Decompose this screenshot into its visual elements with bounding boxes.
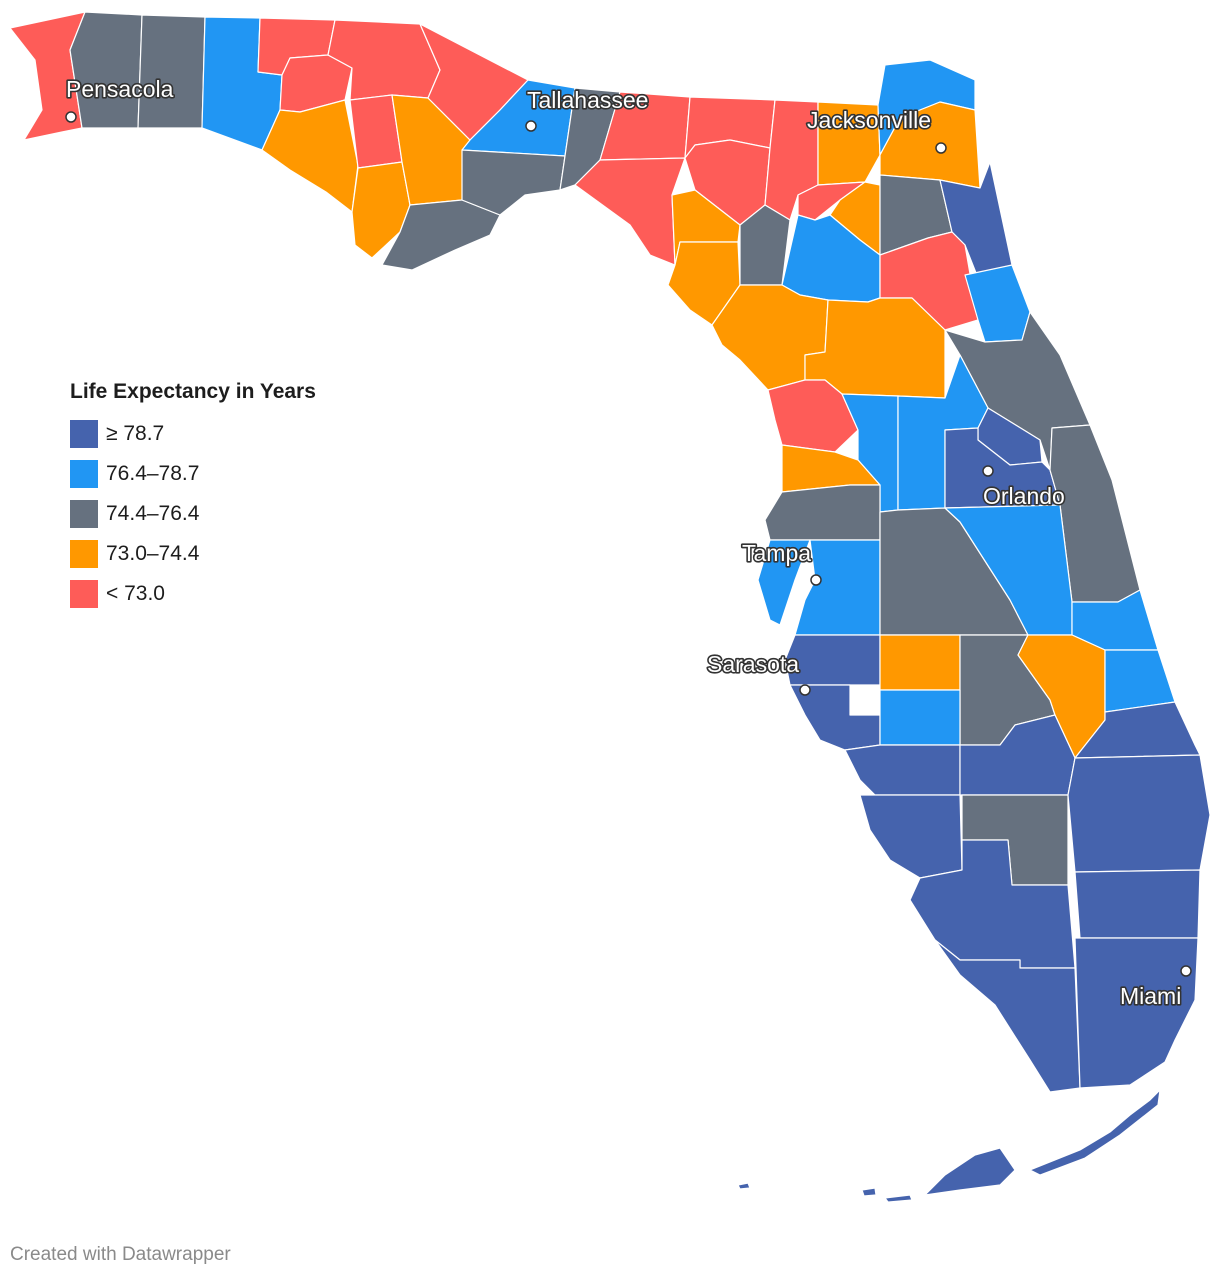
county-broward[interactable] [1074, 869, 1201, 939]
county-desoto[interactable] [879, 689, 961, 746]
county-hardee[interactable] [879, 634, 961, 691]
county-pasco[interactable] [764, 484, 881, 541]
city-label-pensacola: Pensacola [66, 76, 174, 102]
county-miami-dade[interactable] [1074, 937, 1199, 1089]
county-taylor[interactable] [574, 157, 686, 266]
city-marker-tallahassee [525, 120, 537, 132]
city-label-miami: Miami [1120, 983, 1181, 1009]
legend-label: 76.4–78.7 [106, 462, 200, 485]
legend-swatch [70, 540, 98, 568]
city-label-sarasota: Sarasota [707, 651, 799, 677]
county-okaloosa[interactable] [137, 14, 206, 129]
county-monroe-keys[interactable] [924, 1147, 1016, 1196]
county-gilchrist[interactable] [739, 204, 791, 286]
legend-item: 74.4–76.4 [70, 494, 316, 534]
legend-item: < 73.0 [70, 574, 316, 614]
county-santa-rosa[interactable] [69, 11, 143, 129]
city-label-jacksonville: Jacksonville [807, 107, 931, 133]
city-label-tallahassee: Tallahassee [527, 87, 648, 113]
county-st-lucie[interactable] [1104, 649, 1176, 713]
county-manatee[interactable] [784, 634, 881, 686]
city-label-orlando: Orlando [983, 483, 1065, 509]
city-label-tampa: Tampa [742, 540, 811, 566]
city-marker-sarasota [799, 684, 811, 696]
legend-item: ≥ 78.7 [70, 414, 316, 454]
legend-title: Life Expectancy in Years [70, 380, 316, 403]
county-palm-beach[interactable] [1067, 754, 1211, 873]
legend-item: 73.0–74.4 [70, 534, 316, 574]
city-marker-jacksonville [935, 142, 947, 154]
legend-swatch [70, 580, 98, 608]
county-flagler[interactable] [964, 264, 1031, 343]
county-baker[interactable] [817, 101, 881, 186]
legend-swatch [70, 460, 98, 488]
legend-label: < 73.0 [106, 582, 165, 605]
city-marker-tampa [810, 574, 822, 586]
county-dry-tortugas[interactable] [737, 1182, 913, 1203]
legend: Life Expectancy in Years ≥ 78.7 76.4–78.… [70, 380, 316, 614]
legend-item: 76.4–78.7 [70, 454, 316, 494]
county-lee[interactable] [859, 794, 963, 879]
datawrapper-credit[interactable]: Created with Datawrapper [10, 1244, 231, 1265]
city-marker-orlando [982, 465, 994, 477]
legend-label: 73.0–74.4 [106, 542, 200, 565]
legend-swatch [70, 420, 98, 448]
county-bay[interactable] [261, 99, 359, 213]
legend-label: 74.4–76.4 [106, 502, 200, 525]
county-keys-islands[interactable] [1029, 1089, 1161, 1176]
legend-swatch [70, 500, 98, 528]
county-wakulla[interactable] [461, 149, 566, 216]
city-marker-miami [1180, 965, 1192, 977]
county-charlotte[interactable] [844, 744, 961, 796]
legend-label: ≥ 78.7 [106, 422, 165, 445]
city-marker-pensacola [65, 111, 77, 123]
